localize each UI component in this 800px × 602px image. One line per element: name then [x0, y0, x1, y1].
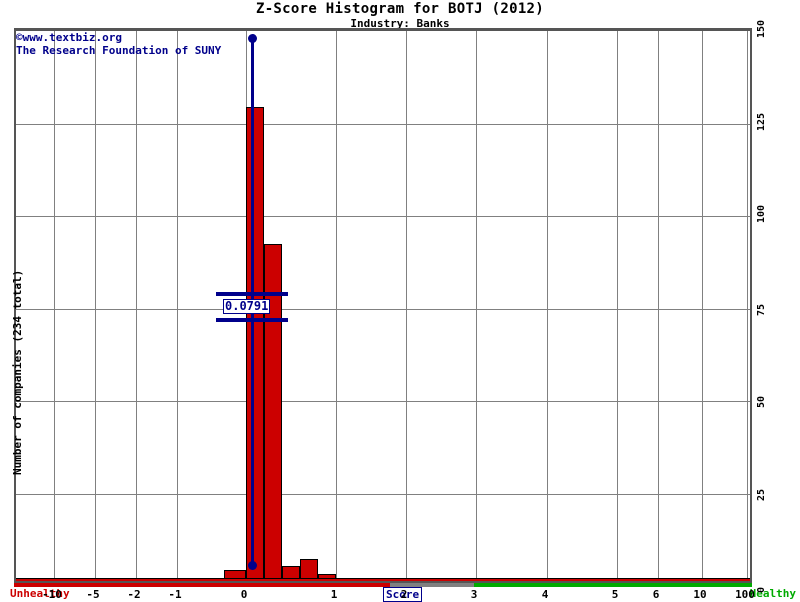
gridline-vertical — [658, 31, 659, 581]
unhealthy-label: Unhealthy — [10, 587, 70, 600]
gridline-vertical — [406, 31, 407, 581]
x-axis-tick-label: -5 — [86, 588, 100, 601]
gridline-horizontal — [16, 308, 750, 310]
gridline-vertical — [747, 31, 748, 581]
gridline-vertical — [136, 31, 137, 581]
x-axis-tick-label: 1 — [330, 588, 338, 601]
watermark-line-1: ©www.textbiz.org — [16, 31, 122, 44]
x-axis-tick-label: 10 — [693, 588, 707, 601]
y-axis-tick-label: 75 — [756, 303, 767, 316]
x-axis-tick-label: -2 — [127, 588, 141, 601]
x-axis-tick-label: 2 — [400, 588, 408, 601]
marker-whisker-lower — [216, 318, 288, 322]
gridline-vertical — [95, 31, 96, 581]
y-axis-tick-label: 150 — [756, 19, 767, 38]
x-axis-tick-label: 0 — [240, 588, 248, 601]
gridline-horizontal — [16, 401, 750, 402]
y-axis-tick-label: 25 — [756, 488, 767, 501]
x-axis-tick-label: 5 — [611, 588, 619, 601]
y-axis-label: Number of companies (234 total) — [11, 269, 24, 475]
plot-area — [14, 28, 752, 583]
marker-value-label: 0.0791 — [223, 299, 271, 314]
band-segment-healthy — [474, 583, 752, 587]
y-axis-tick-label: 50 — [756, 395, 767, 408]
band-segment-neutral — [390, 583, 474, 587]
watermark-line-2: The Research Foundation of SUNY — [16, 44, 222, 57]
page-title: Z-Score Histogram for BOTJ (2012) — [255, 1, 545, 17]
gridline-horizontal — [16, 493, 750, 495]
watermark: ©www.textbiz.org The Research Foundation… — [16, 31, 221, 57]
histogram-bar — [246, 107, 264, 581]
marker-whisker-upper — [216, 292, 288, 296]
gridline-horizontal — [16, 216, 750, 217]
healthy-label: Healthy — [749, 587, 796, 600]
x-axis-tick-label: 100 — [735, 588, 755, 601]
gridline-vertical — [177, 31, 178, 581]
band-segment-unhealthy — [14, 583, 390, 587]
gridline-vertical — [54, 31, 55, 581]
gridline-vertical — [617, 31, 618, 581]
chart-subtitle: Industry: Banks — [350, 17, 450, 30]
y-axis-tick-label: 100 — [756, 204, 767, 223]
x-axis-tick-label: 6 — [652, 588, 660, 601]
marker-dot-top — [248, 34, 257, 43]
gridline-vertical — [547, 31, 548, 581]
x-axis-tick-label: -1 — [168, 588, 182, 601]
x-axis-tick-label: -10 — [42, 588, 62, 601]
x-axis-tick-label: 4 — [541, 588, 549, 601]
x-axis-label: Score — [383, 587, 423, 602]
gridline-vertical — [702, 31, 703, 581]
x-axis-tick-label: 3 — [470, 588, 478, 601]
score-color-band — [14, 583, 752, 587]
gridline-horizontal — [16, 123, 750, 125]
gridline-vertical — [336, 31, 337, 581]
marker-dot-bottom — [248, 561, 257, 570]
gridline-vertical — [476, 31, 477, 581]
histogram-baseline — [16, 578, 750, 581]
y-axis-tick-label: 0 — [756, 586, 767, 593]
y-axis-tick-label: 125 — [756, 112, 767, 131]
